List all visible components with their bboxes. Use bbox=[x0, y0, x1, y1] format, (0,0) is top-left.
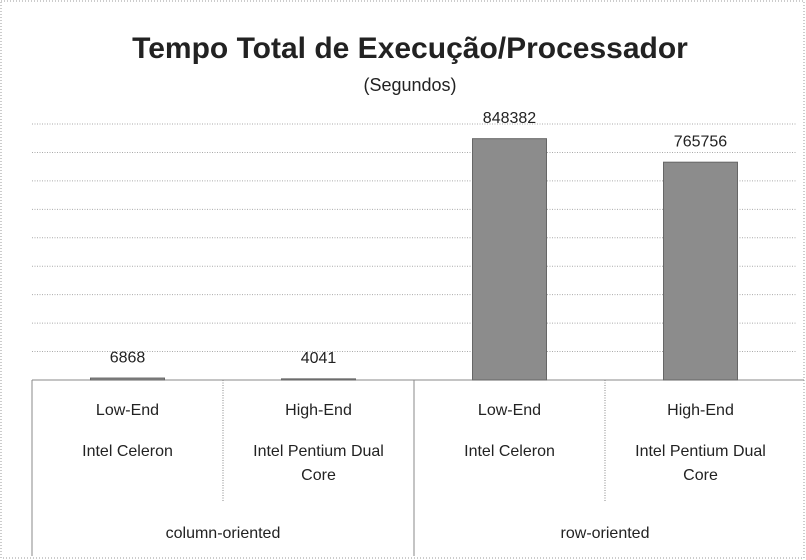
value-label: 765756 bbox=[674, 133, 727, 150]
chart-subtitle: (Segundos) bbox=[363, 75, 456, 95]
bar bbox=[663, 161, 738, 381]
category-cell: Low-End Intel Celeron bbox=[414, 380, 605, 502]
value-label: 4041 bbox=[301, 350, 337, 367]
category-label: Low-End bbox=[95, 402, 160, 419]
category-cell: High-End Intel Pentium Dual Core bbox=[223, 380, 414, 502]
category-cell: High-End Intel Pentium Dual Core bbox=[605, 380, 796, 502]
bar bbox=[90, 377, 165, 381]
category-cell: Low-End Intel Celeron bbox=[32, 380, 223, 502]
subcategory-label: Intel Pentium Dual Core bbox=[253, 443, 384, 484]
group-label: row-oriented bbox=[560, 525, 650, 542]
value-label: 6868 bbox=[110, 349, 146, 366]
value-label: 848382 bbox=[483, 110, 536, 127]
subcategory-label: Intel Celeron bbox=[464, 443, 555, 460]
subcategory-label: Intel Celeron bbox=[82, 443, 173, 460]
category-label: High-End bbox=[667, 402, 734, 419]
category-label: Low-End bbox=[477, 402, 542, 419]
subcategory-label: Intel Pentium Dual Core bbox=[635, 443, 766, 484]
bar bbox=[472, 138, 547, 381]
category-label: High-End bbox=[285, 402, 352, 419]
bar bbox=[281, 378, 356, 381]
chart-title: Tempo Total de Execução/Processador bbox=[132, 32, 688, 65]
group-label: column-oriented bbox=[165, 525, 281, 542]
